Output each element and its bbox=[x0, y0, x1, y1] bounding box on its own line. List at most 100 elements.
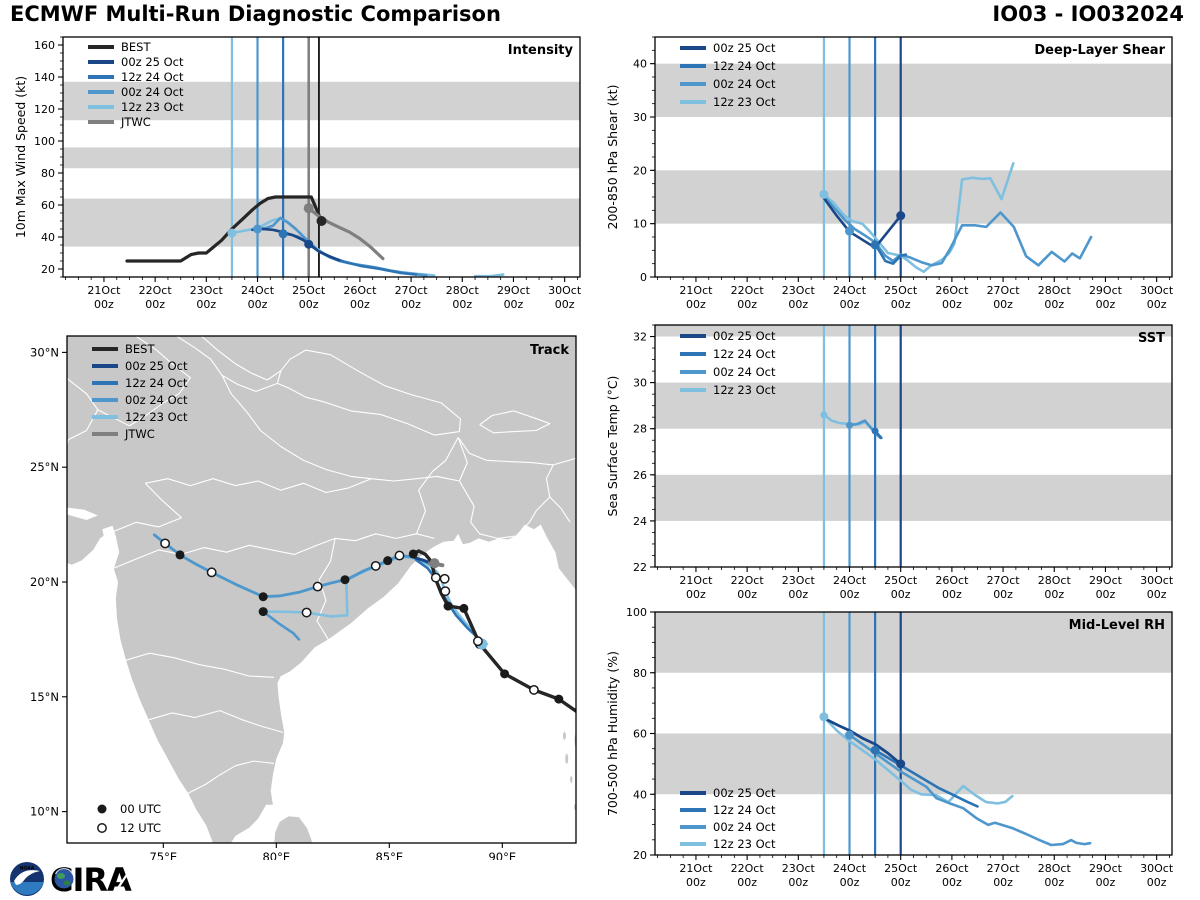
y-tick-label: 0 bbox=[640, 271, 647, 284]
x-tick-label2: 00z bbox=[993, 588, 1013, 600]
legend-label: 00z 25 Oct bbox=[713, 786, 776, 800]
x-tick-label: 21Oct bbox=[679, 574, 713, 587]
legend-label: JTWC bbox=[120, 115, 151, 129]
panel-title: SST bbox=[1138, 331, 1165, 346]
legend: 00z 25 Oct 12z 24 Oct 00z 24 Oct 12z 23 Oct bbox=[680, 41, 776, 109]
x-tick-label: 21Oct bbox=[679, 284, 713, 297]
y-tick-label: 28 bbox=[633, 423, 647, 436]
axes: 21Oct00z22Oct00z23Oct00z24Oct00z25Oct00z… bbox=[605, 324, 1174, 600]
x-tick-label: 30Oct bbox=[1140, 862, 1174, 875]
utc12-label: 12 UTC bbox=[120, 821, 161, 835]
x-tick-label: 28Oct bbox=[1038, 284, 1072, 297]
x-tick-label2: 00z bbox=[1096, 876, 1116, 889]
x-tick-label: 22Oct bbox=[731, 574, 765, 587]
x-tick-label: 25Oct bbox=[884, 284, 918, 297]
lon-tick-label: 85°E bbox=[375, 850, 403, 860]
x-tick-label2: 00z bbox=[1044, 876, 1064, 889]
x-tick-label2: 00z bbox=[248, 298, 268, 311]
series-12z-23-oct-late bbox=[473, 273, 505, 277]
noaa-logo-icon: NOAA bbox=[10, 862, 44, 896]
x-tick-label2: 00z bbox=[504, 298, 524, 311]
y-tick-label: 10 bbox=[633, 218, 647, 231]
y-tick-label: 120 bbox=[34, 103, 55, 116]
series-00z-25-oct bbox=[251, 227, 341, 262]
sst-panel: 21Oct00z22Oct00z23Oct00z24Oct00z25Oct00z… bbox=[605, 324, 1174, 600]
y-axis-label: 700-500 hPa Humidity (%) bbox=[605, 651, 620, 816]
series-best bbox=[125, 195, 324, 263]
y-tick-label: 140 bbox=[34, 71, 55, 84]
track-best bbox=[411, 549, 576, 714]
x-tick-label: 23Oct bbox=[782, 574, 816, 587]
track-map-panel: 75°E 80°E 85°E 90°E 10°N 15°N 20°N 25°N 30°N Trac… bbox=[30, 335, 577, 860]
x-tick-label2: 00z bbox=[840, 588, 860, 600]
y-tick-label: 24 bbox=[633, 515, 647, 528]
y-tick-label: 40 bbox=[41, 231, 55, 244]
x-tick-label: 30Oct bbox=[1140, 574, 1174, 587]
x-tick-label: 29Oct bbox=[1089, 574, 1123, 587]
y-tick-label: 20 bbox=[41, 263, 55, 276]
x-tick-label: 24Oct bbox=[833, 862, 867, 875]
x-tick-label: 27Oct bbox=[987, 862, 1021, 875]
legend-label: 12z 24 Oct bbox=[121, 70, 184, 84]
x-tick-label: 27Oct bbox=[987, 574, 1021, 587]
x-tick-label: 25Oct bbox=[884, 862, 918, 875]
x-tick-label: 28Oct bbox=[446, 284, 480, 297]
x-tick-label2: 00z bbox=[196, 298, 216, 311]
y-tick-label: 60 bbox=[41, 199, 55, 212]
panel-title: Track bbox=[530, 343, 569, 358]
x-tick-label2: 00z bbox=[1096, 588, 1116, 600]
x-tick-label: 26Oct bbox=[343, 284, 377, 297]
series-12z-24-oct bbox=[873, 748, 979, 808]
x-tick-label: 22Oct bbox=[731, 862, 765, 875]
series-12z-23-oct bbox=[822, 715, 1014, 805]
series-markers bbox=[819, 712, 906, 769]
legend-label: 00z 25 Oct bbox=[125, 359, 188, 373]
y-axis-label: 10m Max Wind Speed (kt) bbox=[13, 76, 28, 238]
rh-panel: 21Oct00z22Oct00z23Oct00z24Oct00z25Oct00z… bbox=[605, 606, 1174, 889]
legend-label: 00z 24 Oct bbox=[125, 393, 188, 407]
y-tick-label: 40 bbox=[633, 58, 647, 71]
series-markers bbox=[820, 411, 879, 435]
lat-tick-label: 10°N bbox=[30, 805, 59, 819]
x-tick-label2: 00z bbox=[788, 588, 808, 600]
y-tick-label: 100 bbox=[34, 135, 55, 148]
noaa-cira-logo: NOAA CIRA bbox=[10, 861, 135, 899]
shear-panel: 21Oct00z22Oct00z23Oct00z24Oct00z25Oct00z… bbox=[605, 36, 1174, 311]
x-tick-label2: 00z bbox=[686, 298, 706, 311]
x-tick-label2: 00z bbox=[94, 298, 114, 311]
x-tick-label: 26Oct bbox=[935, 574, 969, 587]
x-tick-label: 22Oct bbox=[139, 284, 173, 297]
track-00z-24-oct-branch bbox=[261, 610, 301, 641]
series-12z-24-oct bbox=[873, 242, 908, 266]
legend-label: 12z 23 Oct bbox=[713, 837, 776, 851]
legend-label: 00z 25 Oct bbox=[121, 55, 184, 69]
x-tick-label: 28Oct bbox=[1038, 574, 1072, 587]
x-tick-label: 29Oct bbox=[497, 284, 531, 297]
x-tick-label2: 00z bbox=[1044, 298, 1064, 311]
category-bands bbox=[63, 81, 580, 247]
x-tick-label2: 00z bbox=[788, 876, 808, 889]
x-tick-label2: 00z bbox=[891, 588, 911, 600]
y-tick-label: 30 bbox=[633, 377, 647, 390]
legend-label: BEST bbox=[121, 40, 151, 54]
x-tick-label: 26Oct bbox=[935, 284, 969, 297]
y-tick-label: 60 bbox=[633, 728, 647, 741]
data-series bbox=[822, 715, 1092, 847]
category-bands bbox=[655, 63, 1172, 224]
legend-label: 00z 24 Oct bbox=[713, 820, 776, 834]
legend-label: 00z 24 Oct bbox=[121, 85, 184, 99]
legend-label: 12z 23 Oct bbox=[713, 383, 776, 397]
x-tick-label: 22Oct bbox=[731, 284, 765, 297]
legend-label: 00z 24 Oct bbox=[713, 365, 776, 379]
y-tick-label: 26 bbox=[633, 469, 647, 482]
x-tick-label2: 00z bbox=[145, 298, 165, 311]
legend-label: 12z 23 Oct bbox=[121, 100, 184, 114]
y-tick-label: 20 bbox=[633, 849, 647, 862]
y-tick-label: 40 bbox=[633, 788, 647, 801]
legend: 00z 25 Oct 12z 24 Oct 00z 24 Oct 12z 23 Oct bbox=[680, 329, 776, 397]
x-tick-label2: 00z bbox=[737, 876, 757, 889]
legend-label: 12z 24 Oct bbox=[713, 803, 776, 817]
x-tick-label: 27Oct bbox=[987, 284, 1021, 297]
x-tick-label2: 00z bbox=[788, 298, 808, 311]
